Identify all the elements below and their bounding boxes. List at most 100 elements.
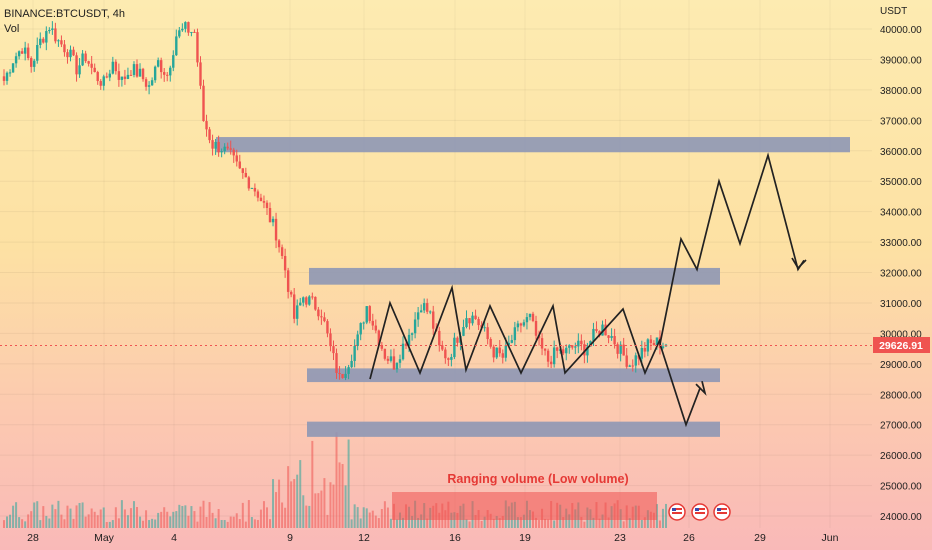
volume-bar <box>468 521 471 528</box>
volume-bar <box>160 511 163 528</box>
candle-body <box>175 36 178 56</box>
candle-body <box>23 47 27 54</box>
volume-bar <box>154 519 157 528</box>
volume-bar <box>592 517 595 528</box>
volume-bar <box>63 519 66 528</box>
candle-body <box>111 61 115 74</box>
volume-bar <box>643 517 646 528</box>
candle-body <box>96 72 99 82</box>
candle-body <box>123 76 127 79</box>
support-resistance-zones <box>216 137 850 437</box>
candle-body <box>661 346 665 349</box>
candle-body <box>395 362 399 370</box>
flag-event-icon[interactable] <box>668 503 686 521</box>
volume-bar <box>96 515 99 528</box>
candle-body <box>187 22 190 33</box>
price-tick-label: 40000.00 <box>880 25 922 36</box>
time-tick-label: May <box>94 532 115 544</box>
volume-bar <box>45 515 48 528</box>
candle-body <box>519 323 523 326</box>
flag-event-icon[interactable] <box>713 503 731 521</box>
volume-bar <box>48 518 51 528</box>
candle-body <box>350 360 353 368</box>
volume-bar <box>18 517 21 528</box>
volume-bar <box>93 511 96 528</box>
volume-bar <box>250 517 253 528</box>
candle-body <box>274 218 278 241</box>
candle-body <box>410 333 414 335</box>
candle-body <box>610 335 613 338</box>
candle-body <box>422 303 426 311</box>
candle-body <box>616 344 619 354</box>
candle-body <box>289 291 293 295</box>
volume-bar <box>622 521 625 528</box>
event-icons[interactable] <box>668 503 731 521</box>
volume-bar <box>163 507 166 528</box>
candle-body <box>117 71 121 80</box>
candle-body <box>338 372 341 375</box>
candle-body <box>619 344 622 354</box>
price-tick-label: 32000.00 <box>880 269 922 280</box>
volume-bar <box>24 521 27 528</box>
volume-bar <box>90 508 93 528</box>
candle-body <box>36 45 39 61</box>
volume-bar <box>75 505 78 528</box>
candle-body <box>571 345 574 348</box>
candle-body <box>341 374 344 378</box>
candle-body <box>549 361 553 365</box>
volume-bar <box>259 509 262 528</box>
candle-body <box>84 53 87 62</box>
price-zone <box>307 421 720 437</box>
candle-body <box>465 318 468 327</box>
volume-bar <box>341 464 344 528</box>
candle-body <box>135 64 139 77</box>
candle-body <box>283 255 287 271</box>
volume-bar <box>193 511 196 528</box>
price-tick-label: 33000.00 <box>880 238 922 249</box>
candle-body <box>534 320 538 336</box>
candle-body <box>643 347 647 352</box>
time-axis[interactable]: 28 May 4 9 12 16 19 23 26 29 Jun <box>27 532 838 544</box>
candle-body <box>2 76 6 81</box>
candle-body <box>649 339 653 344</box>
volume-bar <box>142 520 145 528</box>
volume-bar <box>456 512 459 528</box>
candle-body <box>308 296 311 305</box>
candle-body <box>90 63 93 68</box>
volume-bar <box>438 512 441 528</box>
price-axis[interactable]: USDT 40000.00 39000.00 38000.00 37000.00 360… <box>873 6 930 523</box>
volume-bar <box>217 509 220 528</box>
candle-body <box>229 148 232 150</box>
volume-bar <box>465 519 468 528</box>
last-price-text: 29626.91 <box>879 340 923 352</box>
volume-bar <box>501 515 504 528</box>
volume-bar <box>39 520 42 528</box>
candle-body <box>356 334 359 346</box>
candle-body <box>562 349 565 354</box>
candle-body <box>247 177 251 189</box>
candle-body <box>365 306 368 323</box>
candle-body <box>66 52 69 58</box>
candle-body <box>250 187 254 189</box>
candle-body <box>262 201 266 203</box>
candle-body <box>286 270 290 292</box>
flag-event-icon[interactable] <box>691 503 709 521</box>
price-zone <box>216 137 850 153</box>
candle-body <box>169 67 172 76</box>
candle-body <box>69 49 72 58</box>
candle-body <box>489 339 492 347</box>
price-tick-label: 26000.00 <box>880 451 922 462</box>
volume-bar <box>205 516 208 528</box>
volume-bar <box>344 485 347 528</box>
candle-body <box>235 155 238 162</box>
volume-bar <box>30 511 33 528</box>
volume-bar <box>105 521 108 528</box>
candle-body <box>11 63 15 73</box>
time-tick-label: 28 <box>27 532 39 544</box>
candle-body <box>202 85 205 122</box>
candle-body <box>404 343 408 346</box>
volume-bar <box>51 504 54 528</box>
volume-bar <box>256 519 259 528</box>
candle-body <box>75 55 78 75</box>
